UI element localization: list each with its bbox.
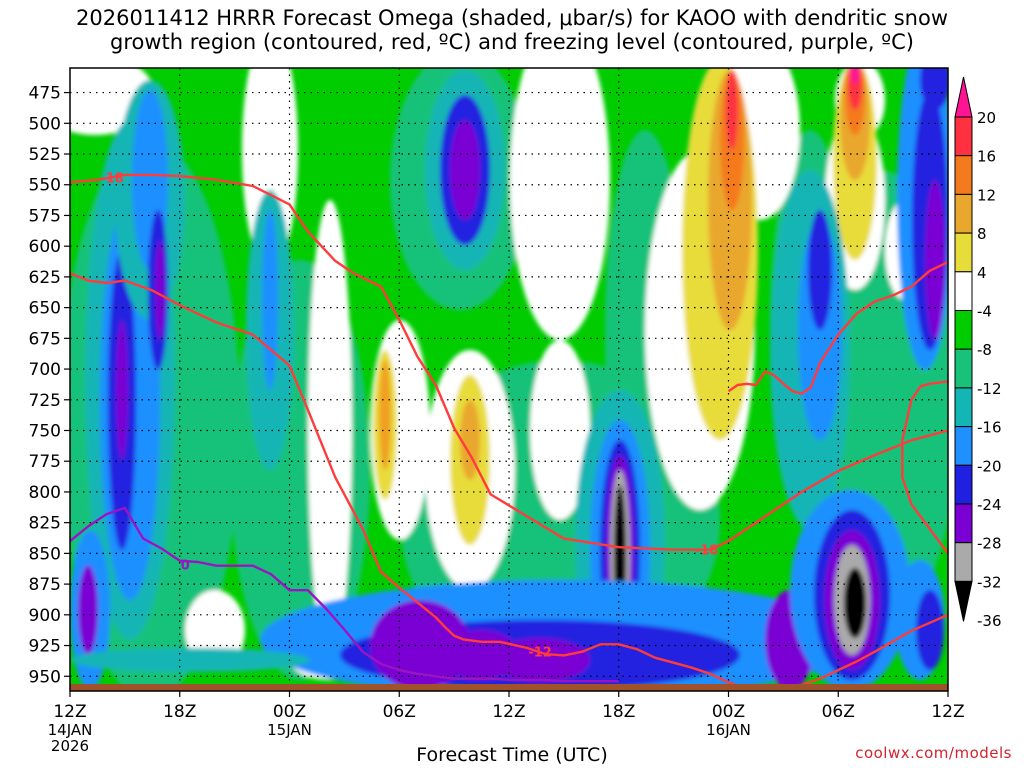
colorbar-label: 20: [977, 109, 996, 127]
x-tick-date: 15JAN: [267, 721, 312, 739]
x-tick-label: 12Z: [53, 702, 86, 722]
y-tick-label: 475: [29, 84, 61, 104]
colorbar-bottom-arrow: [954, 580, 973, 622]
colorbar-label: -36: [977, 612, 1002, 630]
contour-label: -18: [695, 544, 719, 559]
y-tick-label: 500: [29, 114, 61, 134]
contour-line-4: [70, 506, 619, 683]
x-axis-title: Forecast Time (UTC): [416, 744, 608, 766]
y-tick-label: 650: [29, 299, 61, 319]
colorbar-swatch: [954, 387, 973, 428]
colorbar-swatch: [954, 310, 973, 350]
y-tick-label: 625: [29, 268, 61, 288]
x-tick-label: 12Z: [931, 702, 964, 722]
y-tick-label: 825: [29, 514, 61, 534]
y-tick-label: 675: [29, 329, 61, 349]
y-tick-label: 950: [29, 667, 61, 687]
colorbar-swatch: [954, 193, 973, 234]
colorbar-label: -12: [977, 380, 1002, 398]
colorbar-label: -4: [977, 303, 992, 321]
terrain-ground: [70, 684, 948, 691]
colorbar-swatch: [954, 271, 973, 311]
colorbar-swatch: [954, 503, 973, 544]
contour-line-3: [901, 380, 948, 555]
contour-label: 0: [181, 558, 190, 573]
x-tick-year: 2026: [51, 737, 89, 755]
colorbar-label: 16: [977, 148, 996, 166]
plot-area: -18 -18 -12 0: [70, 68, 948, 691]
y-tick-label: 575: [29, 206, 61, 226]
y-tick-label: 550: [29, 176, 61, 196]
colorbar-swatch: [954, 155, 973, 195]
colorbar-swatch: [954, 426, 973, 466]
contour-labels: -18 -18 -12 0: [100, 171, 718, 660]
y-tick-label: 875: [29, 575, 61, 595]
colorbar-label: -20: [977, 457, 1002, 475]
contour-label: -12: [528, 646, 552, 661]
y-tick-label: 525: [29, 145, 61, 165]
x-tick-label: 06Z: [822, 702, 855, 722]
x-tick-label: 18Z: [163, 702, 196, 722]
contour-line-2: [727, 261, 948, 395]
x-tick-label: 06Z: [383, 702, 416, 722]
y-tick-label: 775: [29, 452, 61, 472]
y-tick-label: 725: [29, 391, 61, 411]
colorbar-label: -16: [977, 419, 1002, 437]
colorbar-label: -8: [977, 341, 992, 359]
chart-title: 2026011412 HRRR Forecast Omega (shaded, …: [0, 6, 1024, 54]
colorbar-swatch: [954, 116, 973, 157]
contour-label: -18: [100, 171, 124, 186]
x-tick-date: 14JAN: [48, 721, 93, 739]
y-tick-label: 900: [29, 606, 61, 626]
colorbar: 20 16 12 8 4 -4 -8 -12 -16 -20 -24 -28 -32 -36: [954, 76, 1002, 630]
y-axis: 475 500 525 550 575 600 625 650 675 700 725 750 775 8…: [29, 84, 70, 687]
y-tick-label: 750: [29, 421, 61, 441]
colorbar-swatch: [954, 348, 973, 389]
omega-shading: [70, 68, 948, 691]
y-tick-label: 700: [29, 360, 61, 380]
y-tick-label: 600: [29, 237, 61, 257]
title-line-1: 2026011412 HRRR Forecast Omega (shaded, …: [76, 6, 948, 30]
x-tick-label: 00Z: [273, 702, 306, 722]
x-tick-label: 12Z: [492, 702, 525, 722]
source-credit: coolwx.com/models: [855, 744, 1012, 762]
colorbar-label: -32: [977, 573, 1002, 591]
colorbar-swatch: [954, 542, 973, 582]
x-tick-date: 16JAN: [706, 721, 751, 739]
colorbar-label: 4: [977, 264, 987, 282]
y-tick-label: 925: [29, 637, 61, 657]
colorbar-label: -28: [977, 535, 1002, 553]
colorbar-swatch: [954, 232, 973, 273]
colorbar-label: -24: [977, 496, 1002, 514]
colorbar-top-arrow: [954, 76, 973, 118]
contour-line-0: [70, 173, 948, 551]
x-tick-label: 18Z: [602, 702, 635, 722]
title-line-2: growth region (contoured, red, ºC) and f…: [110, 30, 914, 54]
colorbar-label: 12: [977, 186, 996, 204]
colorbar-label: 8: [977, 225, 987, 243]
colorbar-swatch: [954, 464, 973, 505]
x-tick-label: 00Z: [712, 702, 745, 722]
y-tick-label: 850: [29, 544, 61, 564]
y-tick-label: 800: [29, 483, 61, 503]
